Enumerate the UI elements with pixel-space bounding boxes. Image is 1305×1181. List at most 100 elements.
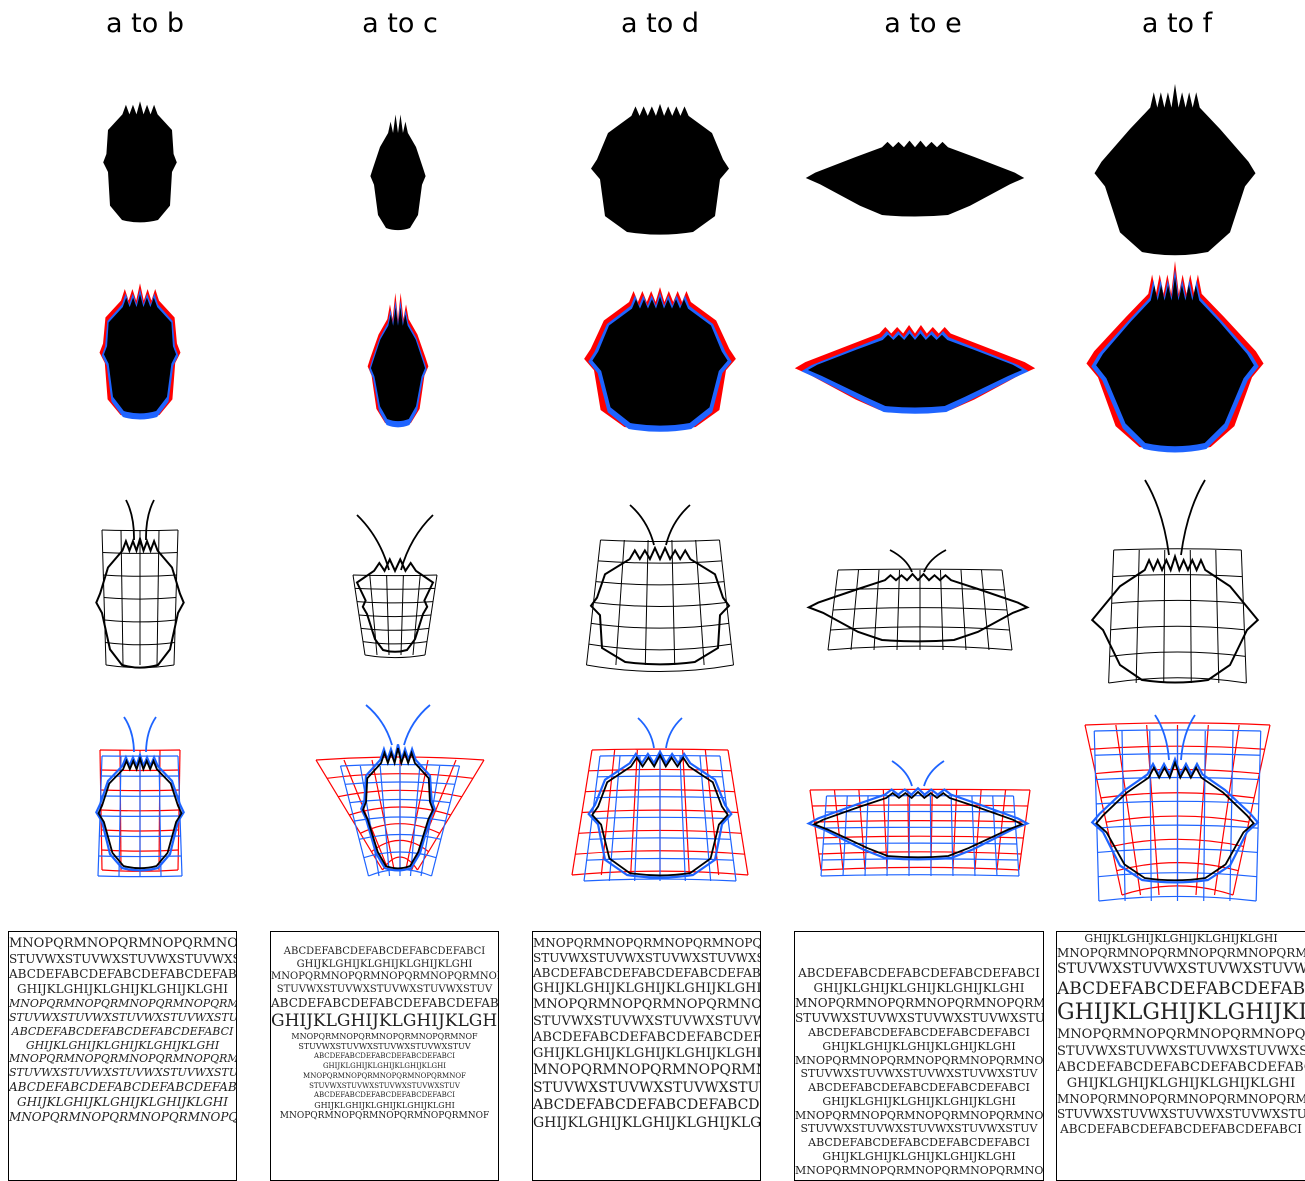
warped-text-line: STUVWXSTUVWXSTUVWXSTUVWXSTUV — [533, 1080, 760, 1096]
warped-text-line: STUVWXSTUVWXSTUVWXSTUVWXSTUV — [1057, 1107, 1305, 1121]
target-grid-4-hline — [825, 812, 1014, 813]
deformed-antennae-5-left — [1145, 480, 1169, 555]
deformed-grid-2-hline — [363, 642, 427, 644]
target-grid-4-vline — [865, 796, 868, 876]
warped-text-line: MNOPQRMNOPQRMNOPQRMNOPQRMNOF — [271, 971, 498, 982]
source-grid-3-vline — [683, 750, 690, 875]
warped-text-line: ABCDEFABCDEFABCDEFABCDEFABCI — [271, 946, 498, 957]
deformed-grid-5-hline — [1111, 626, 1245, 630]
deformed-grid-5-vline — [1190, 550, 1191, 683]
silhouette-shape-1 — [103, 101, 177, 222]
warped-text-line: MNOPQRMNOPQRMNOPQRMNOPQRMNOF — [9, 997, 236, 1010]
target-antennae-4-left — [892, 761, 912, 786]
deformed-grid-5-hline — [1114, 549, 1242, 550]
text-warp-panel-2: ABCDEFABCDEFABCDEFABCDEFABCI GHIJKLGHIJKL… — [270, 931, 499, 1181]
morphing-figure — [0, 0, 1305, 930]
source-grid-4-vline — [810, 790, 821, 870]
warped-text-line: MNOPQRMNOPQRMNOPQRMNOPQRMNOF — [1057, 1027, 1305, 1042]
target-grid-5-vline — [1150, 731, 1152, 901]
source-grid-4-vline — [1019, 790, 1030, 870]
warped-text-line: ABCDEFABCDEFABCDEFABCDEFABCI — [9, 1080, 236, 1094]
warped-text-line: STUVWXSTUVWXSTUVWXSTUVWXSTUV — [795, 1067, 1043, 1080]
deformed-outline-2 — [357, 559, 433, 651]
warped-text-line: STUVWXSTUVWXSTUVWXSTUVWXSTUV — [271, 1082, 498, 1090]
warped-text-line: ABCDEFABCDEFABCDEFABCDEFABCI — [271, 1052, 498, 1060]
deformed-grid-5-vline — [1241, 550, 1246, 683]
deformed-grid-5-hline — [1110, 652, 1246, 656]
target-antennae-2-left — [366, 705, 392, 745]
target-grid-1-hline — [98, 876, 182, 877]
warped-text-line: MNOPQRMNOPQRMNOPQRMNOPQRMNOF — [795, 1054, 1043, 1067]
source-grid-5-vline — [1147, 725, 1159, 895]
deformed-grid-2-vline — [401, 575, 403, 655]
deformed-antennae-3-right — [666, 505, 690, 545]
deformed-antennae-2-left — [357, 515, 389, 570]
deformed-grid-3-hline — [594, 603, 727, 607]
deformed-grid-3-vline — [616, 540, 624, 665]
warped-text-line: STUVWXSTUVWXSTUVWXSTUVWXSTUV — [533, 951, 760, 965]
warped-text-line: GHIJKLGHIJKLGHIJKLGHIJKLGHI — [271, 959, 498, 970]
warped-text-line: STUVWXSTUVWXSTUVWXSTUVWXSTUV — [1057, 1044, 1305, 1059]
warped-text-line: ABCDEFABCDEFABCDEFABCDEFABCI — [795, 1081, 1043, 1094]
warped-text-line: MNOPQRMNOPQRMNOPQRMNOPQRMNOF — [1057, 946, 1305, 960]
deformed-grid-3-vline — [696, 540, 704, 665]
target-grid-2 — [341, 765, 460, 877]
deformed-grid-2-hline — [357, 602, 433, 603]
source-grid-4-vline — [997, 790, 1006, 870]
source-grid-5-vline — [1196, 725, 1208, 895]
warped-text-line: GHIJKLGHIJKLGHIJKLGHIJKLGHI — [9, 1095, 236, 1109]
warped-text-line: GHIJKLGHIJKLGHIJKLGHIJKLGHI — [795, 1150, 1043, 1163]
target-antennae-1-right — [146, 717, 156, 752]
warped-text-line: MNOPQRMNOPQRMNOPQRMNOPQRMNOF — [533, 997, 760, 1012]
target-antennae-3-right — [666, 718, 682, 748]
deformed-grid-4-vline — [982, 570, 990, 650]
deformed-antennae-1-right — [146, 500, 154, 540]
warped-text-line: ABCDEFABCDEFABCDEFABCDEFABCI — [1057, 1060, 1305, 1075]
warped-text-line: MNOPQRMNOPQRMNOPQRMNOPQRMNOF — [795, 996, 1043, 1010]
deformed-grid-5-vline — [1216, 550, 1219, 683]
warped-text-line: GHIJKLGHIJKLGHIJKLGHIJKLGHI — [533, 981, 760, 996]
warped-text-line: MNOPQRMNOPQRMNOPQRMNOPQRMNOF — [533, 936, 760, 950]
deformed-grid-4-vline — [851, 570, 859, 650]
silhouette-shape-4 — [806, 141, 1025, 217]
deformed-grid-5-hline — [1113, 575, 1243, 577]
source-grid-4-hline — [819, 852, 1021, 854]
warped-text-line: GHIJKLGHIJKLGHIJKLGHIJKLGHI — [271, 1101, 498, 1110]
deformed-grid-3-hline — [587, 665, 734, 672]
target-grid-4-vline — [821, 796, 827, 876]
target-grid-5-vline — [1122, 731, 1125, 901]
deformed-grid-2 — [353, 575, 437, 658]
target-grid-4-hline — [824, 827, 1015, 828]
warped-text-line: GHIJKLGHIJKLGHIJKLGHIJKLGHI — [1057, 932, 1305, 945]
warped-text-line: ABCDEFABCDEFABCDEFABCDEFABCI — [1057, 979, 1305, 999]
target-grid-4-vline — [1014, 796, 1020, 876]
warped-text-line: GHIJKLGHIJKLGHIJKLGHIJKLGHI — [9, 1039, 236, 1052]
deformed-grid-5-vline — [1136, 550, 1139, 683]
deformed-grid-2-hline — [359, 615, 431, 617]
source-grid-4-vline — [975, 790, 981, 870]
deformed-grid-3-hline — [601, 540, 720, 542]
deformed-grid-2-vline — [387, 575, 389, 655]
silhouette-shape-5 — [1095, 84, 1256, 255]
warped-text-line: ABCDEFABCDEFABCDEFABCDEFABCI — [271, 1091, 498, 1099]
deformed-antennae-5-right — [1181, 480, 1205, 555]
deformed-grid-3-hline — [589, 644, 731, 650]
warped-text-line: GHIJKLGHIJKLGHIJKLGHIJKLGHI — [795, 1040, 1043, 1053]
warped-text-line: ABCDEFABCDEFABCDEFABCDEFABCI — [795, 1136, 1043, 1149]
warped-text-line: ABCDEFABCDEFABCDEFABCDEFABCI — [533, 1030, 760, 1045]
warped-text-line: GHIJKLGHIJKLGHIJKLGHIJKLGHI — [9, 982, 236, 996]
deformed-antennae-2-right — [401, 515, 433, 570]
target-grid-5-vline — [1230, 731, 1233, 901]
warped-text-line: STUVWXSTUVWXSTUVWXSTUVWXSTUV — [271, 1042, 498, 1051]
deformed-antennae-1-left — [126, 500, 134, 540]
warped-text-line: STUVWXSTUVWXSTUVWXSTUVWXSTUV — [1057, 961, 1305, 977]
deformed-grid-3-vline — [672, 540, 675, 665]
target-grid-4-hline — [821, 875, 1019, 876]
warped-text-line: ABCDEFABCDEFABCDEFABCDEFABCI — [533, 966, 760, 980]
deformed-grid-2-hline — [355, 588, 435, 589]
source-grid-4-hline — [812, 805, 1028, 806]
deformed-grid-5-vline — [1164, 550, 1165, 683]
warped-text-line: MNOPQRMNOPQRMNOPQRMNOPQRMNOF — [271, 1111, 498, 1121]
